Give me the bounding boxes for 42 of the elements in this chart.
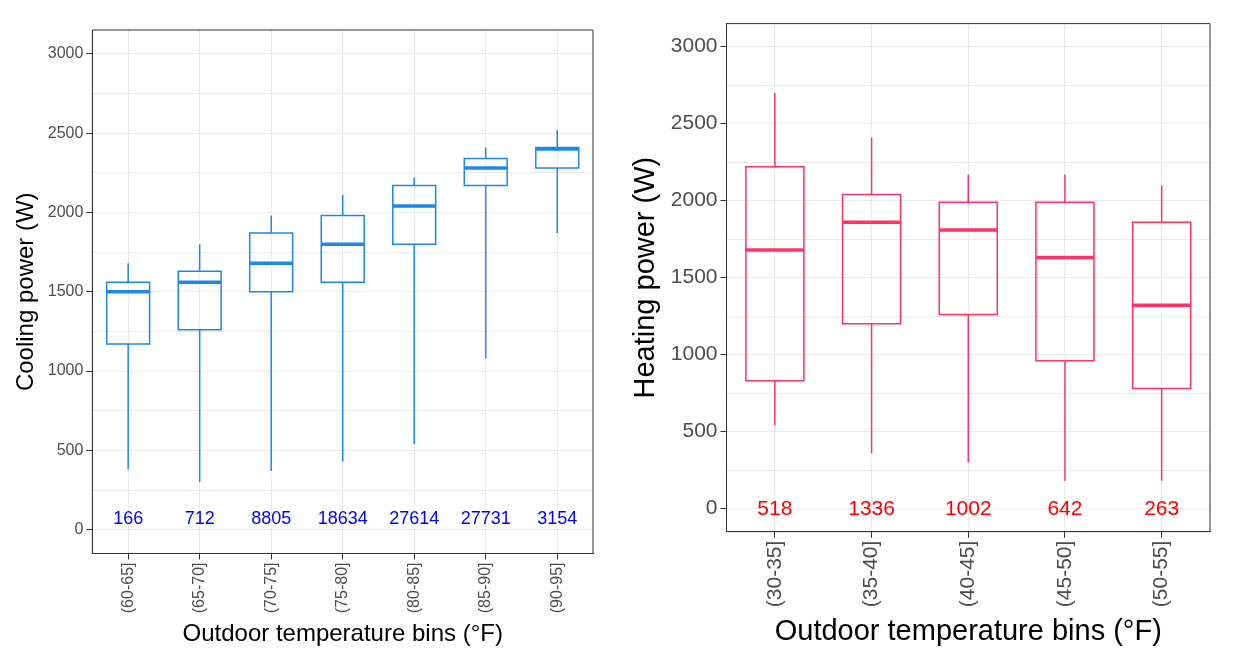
y-tick-label: 500: [682, 418, 718, 442]
annotation: 8805: [251, 508, 292, 529]
y-tick-label: 1500: [47, 282, 84, 300]
x-tick-label: (45-50]: [1051, 540, 1075, 608]
x-tick-label: (90-95]: [547, 562, 565, 614]
annotation: 18634: [317, 508, 368, 529]
x-tick-label: (65-70]: [190, 562, 208, 614]
x-axis-title: Outdoor temperature bins (°F): [774, 613, 1162, 646]
x-tick-label: (75-80]: [333, 562, 351, 614]
x-axis-title: Outdoor temperature bins (°F): [182, 619, 503, 647]
y-tick-label: 1500: [670, 264, 718, 288]
x-tick-label: (85-90]: [476, 562, 494, 614]
y-axis-title: Cooling power (W): [11, 192, 39, 392]
y-tick-label: 0: [74, 520, 84, 538]
y-tick-label: 3000: [47, 44, 84, 62]
annotation: 1002: [944, 496, 992, 520]
annotation: 27731: [460, 508, 511, 529]
x-tick-label: (40-45]: [955, 540, 979, 608]
y-tick-label: 2000: [670, 187, 718, 211]
y-tick-label: 2500: [47, 123, 84, 141]
annotation: 1336: [848, 496, 895, 520]
x-tick-label: (80-85]: [404, 562, 422, 614]
x-tick-label: (50-55]: [1148, 540, 1172, 608]
y-tick-label: 500: [56, 440, 84, 458]
y-tick-label: 0: [705, 495, 718, 519]
x-tick-label: (35-40]: [858, 540, 882, 608]
annotation: 27614: [389, 508, 440, 529]
annotation: 712: [184, 508, 215, 529]
y-axis-title: Heating power (W): [628, 156, 661, 399]
y-tick-label: 2000: [47, 202, 84, 220]
y-tick-label: 2500: [670, 110, 718, 134]
x-tick-label: (60-65]: [118, 562, 136, 614]
y-tick-label: 1000: [47, 361, 84, 379]
annotation: 263: [1144, 496, 1180, 520]
annotation: 3154: [537, 508, 578, 529]
x-tick-label: (70-75]: [261, 562, 279, 614]
annotation: 518: [757, 496, 793, 520]
annotation: 166: [113, 508, 144, 529]
y-tick-label: 1000: [670, 341, 718, 365]
x-tick-label: (30-35]: [761, 540, 785, 608]
annotation: 642: [1047, 496, 1083, 520]
y-tick-label: 3000: [670, 33, 718, 57]
